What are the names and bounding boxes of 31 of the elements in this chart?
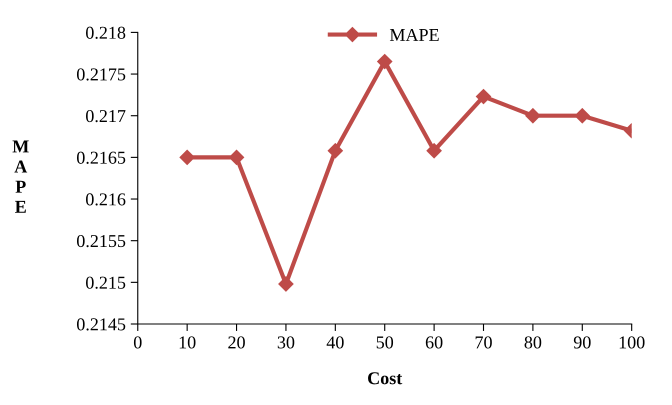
y-tick-label: 0.218 xyxy=(86,26,126,39)
legend-label: MAPE xyxy=(390,28,439,41)
point xyxy=(574,108,590,124)
x-tick-label: 70 xyxy=(476,336,492,349)
x-tick-label: 40 xyxy=(326,336,344,349)
y-tick-label: 0.2165 xyxy=(76,152,126,164)
point xyxy=(180,150,195,165)
x-tick-label: 0 xyxy=(134,336,142,349)
x-tick-label: 100 xyxy=(620,336,645,349)
point xyxy=(377,54,392,70)
x-tick-label: 60 xyxy=(426,336,442,349)
x-tick-label: 10 xyxy=(180,336,196,349)
point xyxy=(426,143,442,158)
y-tick-label: 0.216 xyxy=(86,193,126,206)
y-tick-label: 0.2175 xyxy=(76,68,126,81)
y-tick-label: 0.215 xyxy=(86,276,126,289)
point xyxy=(278,276,294,292)
x-tick-label: 20 xyxy=(228,336,245,349)
point xyxy=(476,88,492,104)
y-axis-title: MAPE xyxy=(12,140,29,213)
y-tick-label: 0.217 xyxy=(86,110,126,122)
x-tick-label: 50 xyxy=(376,336,394,349)
point xyxy=(525,108,540,124)
x-axis-title: Cost xyxy=(368,372,402,384)
x-tick-label: 90 xyxy=(574,336,591,349)
point xyxy=(228,150,244,165)
x-tick-label: 80 xyxy=(524,336,542,349)
x-tick-label: 30 xyxy=(278,336,294,349)
point xyxy=(328,143,343,158)
y-tick-label: 0.2145 xyxy=(76,318,126,331)
y-tick-label: 0.2155 xyxy=(76,234,126,248)
